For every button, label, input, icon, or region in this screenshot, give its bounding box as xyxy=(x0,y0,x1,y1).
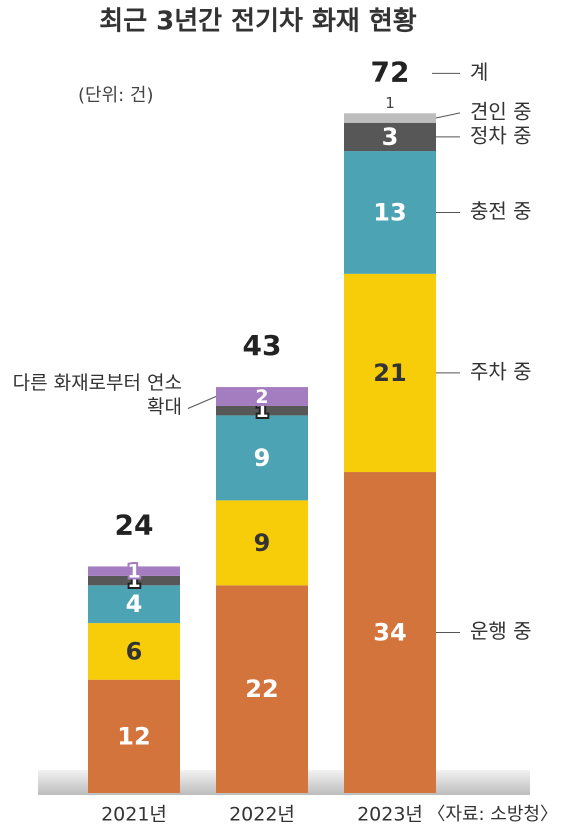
x-tick-label: 2022년 xyxy=(229,804,295,826)
source: 〈자료: 소방청〉 xyxy=(427,804,558,825)
value-label: 4 xyxy=(126,590,143,618)
value-label: 2 xyxy=(255,386,268,408)
bar-segment xyxy=(88,575,180,586)
chart-title: 최근 3년간 전기차 화재 현황 xyxy=(99,7,416,37)
bar-segment xyxy=(88,585,180,624)
value-label: 6 xyxy=(126,637,143,665)
value-label: 1 xyxy=(127,561,140,583)
bar-segment xyxy=(344,273,436,473)
bar-segment xyxy=(216,387,308,406)
legend-label: 정차 중 xyxy=(470,123,532,147)
total-label: 24 xyxy=(115,508,154,541)
x-tick-label: 2021년 xyxy=(101,804,167,826)
value-label: 12 xyxy=(117,722,150,750)
bar-segment xyxy=(88,679,180,793)
legend-label: 견인 중 xyxy=(470,99,532,123)
legend-label: 주차 중 xyxy=(470,359,532,383)
bar-segment xyxy=(216,415,308,501)
unit-note: (단위: 건) xyxy=(78,85,154,106)
value-label: 1 xyxy=(385,94,395,112)
legend-label: 충전 중 xyxy=(470,199,532,223)
value-label: 21 xyxy=(373,359,406,387)
value-label: 3 xyxy=(382,123,399,151)
total-label: 43 xyxy=(243,329,282,362)
bar-segment xyxy=(216,585,308,793)
total-label: 72 xyxy=(371,55,410,88)
legend-label: 다른 화재로부터 연소 확대 xyxy=(12,371,182,418)
leader-line xyxy=(435,112,461,119)
value-label: 9 xyxy=(254,444,271,472)
value-label: 22 xyxy=(245,675,278,703)
bar-segment xyxy=(216,405,308,416)
bar-segment xyxy=(88,623,180,680)
legend-label: 운행 중 xyxy=(470,619,532,643)
x-tick-label: 2023년 xyxy=(357,804,423,826)
bar-segment xyxy=(344,122,436,152)
leader-line xyxy=(187,396,217,409)
value-label: 9 xyxy=(254,529,271,557)
total-legend: 계 xyxy=(470,60,488,84)
bar-segment xyxy=(344,472,436,793)
bar-segment xyxy=(88,566,180,576)
bar-segment xyxy=(344,113,436,123)
bar-segment xyxy=(344,151,436,274)
value-label: 34 xyxy=(373,619,406,647)
bar-segment xyxy=(216,500,308,586)
value-label: 13 xyxy=(373,198,406,226)
